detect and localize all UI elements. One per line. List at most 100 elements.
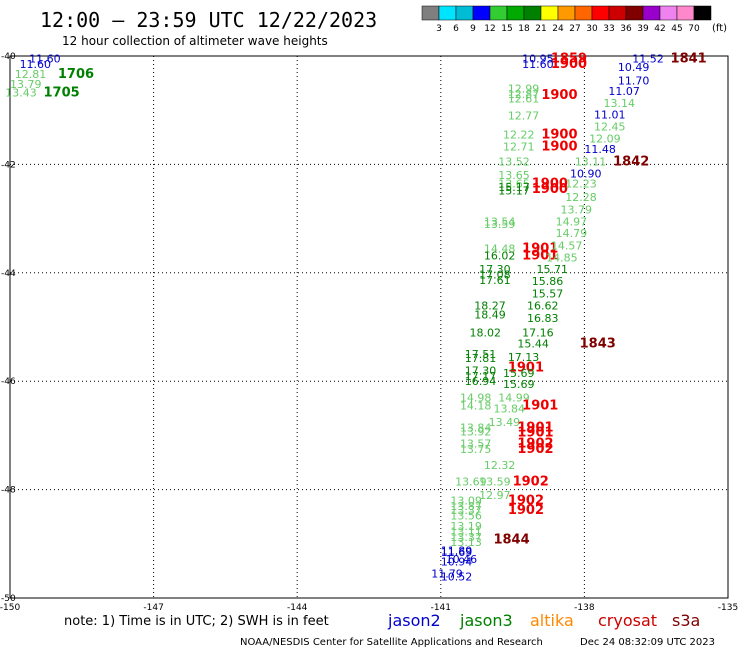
time-label: 1705 bbox=[44, 85, 80, 100]
y-tick-label: -48 bbox=[1, 486, 16, 496]
y-tick-label: -46 bbox=[1, 377, 16, 387]
wave-height-label: 14.79 bbox=[556, 227, 588, 240]
scale-unit-label: (ft) bbox=[712, 23, 727, 34]
scale-tick-label: 15 bbox=[501, 24, 512, 34]
x-tick-label: -150 bbox=[0, 603, 20, 613]
wave-height-label: 13.84 bbox=[493, 402, 525, 415]
wave-height-label: 15.17 bbox=[498, 184, 530, 197]
wave-height-label: 14.85 bbox=[546, 252, 578, 265]
time-label: 1844 bbox=[493, 532, 529, 547]
legend-altika: altika bbox=[530, 611, 574, 630]
wave-height-label: 13.56 bbox=[450, 510, 482, 523]
wave-height-label: 12.28 bbox=[565, 191, 597, 204]
scale-swatch bbox=[676, 5, 695, 21]
wave-height-label: 14.99 bbox=[498, 391, 530, 404]
scale-tick-label: 33 bbox=[603, 24, 614, 34]
wave-height-label: 13.49 bbox=[489, 416, 520, 429]
time-label: 1900 bbox=[532, 182, 568, 197]
wave-height-label: 11.60 bbox=[20, 58, 52, 71]
x-tick-label: -141 bbox=[431, 603, 451, 613]
wave-height-label: 11.01 bbox=[594, 109, 626, 122]
wave-height-label: 13.09 bbox=[450, 494, 482, 507]
scale-tick-label: 42 bbox=[654, 24, 665, 34]
wave-height-label: 16.02 bbox=[484, 249, 516, 262]
scale-tick-label: 9 bbox=[470, 24, 476, 34]
wave-height-label: 18.49 bbox=[474, 309, 506, 322]
time-label: 1901 bbox=[522, 399, 558, 414]
scale-swatch bbox=[455, 5, 474, 21]
scale-tick-label: 6 bbox=[453, 24, 459, 34]
wave-height-label: 11.48 bbox=[584, 143, 616, 156]
wave-height-label: 11.60 bbox=[522, 58, 554, 71]
time-label: 1900 bbox=[551, 57, 587, 72]
time-label: 1901 bbox=[517, 420, 553, 435]
wave-height-label: 13.37 bbox=[450, 504, 482, 517]
y-tick-label: -40 bbox=[1, 52, 16, 62]
wave-height-label: 13.69 bbox=[455, 475, 487, 488]
scale-swatch bbox=[489, 5, 508, 21]
wave-height-label: 11.79 bbox=[431, 568, 463, 581]
wave-height-label: 10.95 bbox=[522, 53, 554, 66]
satellite-legend: jason2 jason3 altika cryosat s3a bbox=[387, 611, 700, 630]
chart-subtitle: 12 hour collection of altimeter wave hei… bbox=[62, 34, 328, 48]
wave-height-label: 12.99 bbox=[508, 83, 540, 96]
wave-height-label: 14.97 bbox=[556, 215, 588, 228]
time-label: 1859 bbox=[551, 52, 587, 67]
time-label: 1901 bbox=[517, 426, 553, 441]
wave-height-label: 10.94 bbox=[441, 556, 473, 569]
scale-swatch bbox=[438, 5, 457, 21]
time-label: 1901 bbox=[508, 361, 544, 376]
scale-swatch bbox=[659, 5, 678, 21]
scale-tick-label: 39 bbox=[637, 24, 649, 34]
wave-height-label: 15.44 bbox=[517, 337, 549, 350]
wave-height-label: 13.87 bbox=[450, 500, 482, 513]
scale-tick-label: 36 bbox=[620, 24, 632, 34]
wave-height-label: 11.69 bbox=[441, 546, 473, 559]
wave-height-label: 13.37 bbox=[450, 531, 482, 544]
scale-swatch bbox=[506, 5, 525, 21]
wave-height-label: 11.07 bbox=[608, 85, 640, 98]
wave-height-label: 12.32 bbox=[484, 459, 516, 472]
wave-height-label: 11.89 bbox=[441, 544, 473, 557]
wave-height-label: 13.79 bbox=[560, 203, 592, 216]
wave-height-label: 13.59 bbox=[479, 475, 511, 488]
wave-height-label: 17.30 bbox=[465, 364, 497, 377]
wave-height-label: 17.17 bbox=[465, 370, 497, 383]
wave-height-label: 12.97 bbox=[479, 489, 511, 502]
wave-height-label: 15.57 bbox=[532, 287, 564, 300]
x-tick-label: -138 bbox=[574, 603, 595, 613]
scale-swatch bbox=[591, 5, 610, 21]
scale-swatch bbox=[608, 5, 627, 21]
wave-height-label: 12.71 bbox=[503, 141, 535, 154]
scale-tick-label: 45 bbox=[671, 24, 682, 34]
wave-height-label: 12.77 bbox=[508, 110, 540, 123]
wave-height-label: 13.14 bbox=[604, 97, 636, 110]
time-label: 1900 bbox=[541, 128, 577, 143]
scale-tick-label: 30 bbox=[586, 24, 598, 34]
y-tick-labels: -40 -42 -44 -46 -48 -50 bbox=[1, 52, 16, 604]
plot-frame bbox=[9, 55, 729, 599]
x-tick-labels: -150 -147 -144 -141 -138 -135 bbox=[0, 603, 738, 613]
wave-height-label: 15.86 bbox=[532, 275, 564, 288]
footer-note: note: 1) Time is in UTC; 2) SWH is in fe… bbox=[64, 614, 329, 629]
wave-height-label: 11.52 bbox=[632, 53, 664, 66]
wave-height-label: 17.08 bbox=[479, 268, 511, 281]
wave-height-label: 14.18 bbox=[460, 400, 492, 413]
x-tick-label: -147 bbox=[143, 603, 163, 613]
scale-tick-label: 27 bbox=[569, 24, 580, 34]
wave-height-label: 17.30 bbox=[479, 263, 511, 276]
time-label: 1901 bbox=[522, 248, 558, 263]
x-tick-label: -144 bbox=[287, 603, 308, 613]
scale-swatch bbox=[557, 5, 576, 21]
scale-swatch bbox=[472, 5, 491, 21]
chart-title: 12:00 — 23:59 UTC 12/22/2023 bbox=[40, 8, 377, 32]
color-scale-bar: 3 6 9 12 15 18 21 24 27 30 33 36 39 42 45 70 bbox=[421, 5, 712, 34]
wave-height-label: 13.43 bbox=[5, 86, 37, 99]
time-label: 1706 bbox=[58, 67, 94, 82]
time-label: 1902 bbox=[517, 442, 553, 457]
wave-height-label: 13.84 bbox=[460, 421, 492, 434]
wave-height-label: 13.79 bbox=[10, 78, 42, 91]
scale-swatch bbox=[693, 5, 712, 21]
